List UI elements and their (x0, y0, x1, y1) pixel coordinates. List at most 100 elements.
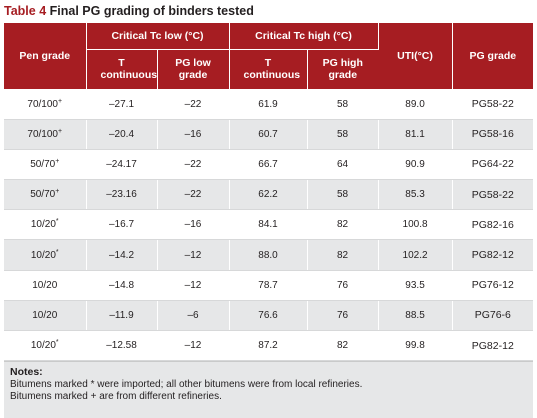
table-container: Table 4 Final PG grading of binders test… (4, 3, 534, 418)
uti-cell: 102.2 (378, 239, 453, 271)
t-continuous-low-cell: –24.17 (86, 149, 158, 181)
t-continuous-low-cell: –23.16 (86, 179, 158, 211)
table-row: 10/20* –14.2 –12 88.0 82 102.2 PG82-12 (4, 239, 534, 271)
uti-cell: 99.8 (378, 330, 453, 362)
pg-grade-cell: PG76-6 (452, 300, 534, 332)
pg-low-grade-cell: –12 (157, 239, 230, 271)
pg-high-grade-cell: 76 (307, 270, 379, 301)
caption-label: Table 4 (4, 4, 47, 18)
header-pen-grade: Pen grade (4, 23, 87, 90)
header-t-continuous-high: T continuous (229, 49, 308, 90)
pen-grade-value: 10/20 (30, 249, 56, 261)
pg-high-grade-cell: 58 (307, 179, 379, 211)
pg-grade-cell: PG82-16 (452, 209, 534, 241)
pg-low-grade-cell: –22 (157, 149, 230, 181)
t-continuous-low-cell: –20.4 (86, 119, 158, 150)
pen-grade-cell: 50/70+ (4, 179, 87, 211)
pen-grade-cell: 70/100+ (4, 119, 87, 150)
pen-grade-value: 10/20 (32, 279, 58, 291)
pen-grade-value: 70/100 (27, 128, 58, 140)
t-continuous-low-cell: –14.8 (86, 270, 158, 301)
pen-grade-cell: 10/20* (4, 209, 87, 241)
uti-cell: 85.3 (378, 179, 453, 211)
table-row: 10/20 –14.8 –12 78.7 76 93.5 PG76-12 (4, 270, 534, 301)
pg-high-grade-cell: 76 (307, 300, 379, 332)
source-mark: * (55, 218, 59, 226)
table-row: 10/20 –11.9 –6 76.6 76 88.5 PG76-6 (4, 300, 534, 332)
source-mark: + (58, 97, 63, 105)
pg-grade-cell: PG58-16 (452, 119, 534, 150)
pen-grade-value: 10/20 (30, 340, 56, 352)
t-continuous-high-cell: 62.2 (229, 179, 308, 211)
pg-high-grade-cell: 58 (307, 119, 379, 150)
table-row: 70/100+ –27.1 –22 61.9 58 89.0 PG58-22 (4, 89, 534, 120)
notes-title: Notes: (10, 366, 43, 379)
pg-high-grade-cell: 82 (307, 239, 379, 271)
t-continuous-low-cell: –16.7 (86, 209, 158, 241)
pen-grade-value: 10/20 (30, 219, 56, 231)
pg-high-grade-cell: 58 (307, 89, 379, 120)
pen-grade-cell: 10/20 (4, 270, 87, 301)
header-pg-high-grade: PG high grade (307, 49, 379, 90)
pg-low-grade-cell: –22 (157, 179, 230, 211)
pen-grade-cell: 10/20 (4, 300, 87, 332)
table-row: 50/70+ –23.16 –22 62.2 58 85.3 PG58-22 (4, 179, 534, 211)
t-continuous-high-cell: 78.7 (229, 270, 308, 301)
pen-grade-cell: 50/70+ (4, 149, 87, 181)
pen-grade-value: 10/20 (32, 309, 58, 321)
pg-low-grade-cell: –22 (157, 89, 230, 120)
pg-high-grade-cell: 82 (307, 209, 379, 241)
t-continuous-low-cell: –11.9 (86, 300, 158, 332)
notes-line-refineries: Bitumens marked + are from different ref… (10, 391, 222, 403)
notes-line-imported: Bitumens marked * were imported; all oth… (10, 378, 363, 390)
pen-grade-cell: 10/20* (4, 239, 87, 271)
source-mark: + (55, 188, 60, 196)
t-continuous-high-cell: 88.0 (229, 239, 308, 271)
pg-high-grade-cell: 64 (307, 149, 379, 181)
pen-grade-cell: 10/20* (4, 330, 87, 362)
table-caption: Table 4 Final PG grading of binders test… (4, 3, 533, 23)
t-continuous-low-cell: –14.2 (86, 239, 158, 271)
table-row: 10/20* –16.7 –16 84.1 82 100.8 PG82-16 (4, 209, 534, 241)
pg-low-grade-cell: –6 (157, 300, 230, 332)
t-continuous-high-cell: 66.7 (229, 149, 308, 181)
source-mark: * (55, 339, 59, 347)
pen-grade-cell: 70/100+ (4, 89, 87, 120)
t-continuous-high-cell: 84.1 (229, 209, 308, 241)
table-row: 10/20* –12.58 –12 87.2 82 99.8 PG82-12 (4, 330, 534, 362)
table-row: 50/70+ –24.17 –22 66.7 64 90.9 PG64-22 (4, 149, 534, 181)
table-body: 70/100+ –27.1 –22 61.9 58 89.0 PG58-22 70/100+ –… (4, 89, 534, 362)
uti-cell: 90.9 (378, 149, 453, 181)
source-mark: + (55, 157, 60, 165)
pen-grade-value: 70/100 (27, 98, 58, 110)
pg-grading-table: Pen grade Critical Tc low (°C) Critical … (4, 23, 534, 362)
header-uti: UTI(°C) (378, 23, 453, 90)
uti-cell: 89.0 (378, 89, 453, 120)
t-continuous-high-cell: 61.9 (229, 89, 308, 120)
pg-grade-cell: PG76-12 (452, 270, 534, 301)
pg-high-grade-cell: 82 (307, 330, 379, 362)
pg-low-grade-cell: –16 (157, 209, 230, 241)
uti-cell: 81.1 (378, 119, 453, 150)
t-continuous-high-cell: 76.6 (229, 300, 308, 332)
pg-low-grade-cell: –16 (157, 119, 230, 150)
header-pg-low-grade: PG low grade (157, 49, 230, 90)
source-mark: + (58, 127, 63, 135)
t-continuous-low-cell: –27.1 (86, 89, 158, 120)
t-continuous-high-cell: 87.2 (229, 330, 308, 362)
uti-cell: 88.5 (378, 300, 453, 332)
uti-cell: 100.8 (378, 209, 453, 241)
pg-grade-cell: PG82-12 (452, 330, 534, 362)
uti-cell: 93.5 (378, 270, 453, 301)
t-continuous-low-cell: –12.58 (86, 330, 158, 362)
table-notes: Notes: Bitumens marked * were imported; … (4, 361, 533, 418)
caption-title: Final PG grading of binders tested (49, 4, 254, 18)
header-tc-low: Critical Tc low (°C) (86, 23, 230, 50)
table-row: 70/100+ –20.4 –16 60.7 58 81.1 PG58-16 (4, 119, 534, 150)
pg-low-grade-cell: –12 (157, 270, 230, 301)
pg-grade-cell: PG58-22 (452, 179, 534, 211)
t-continuous-high-cell: 60.7 (229, 119, 308, 150)
source-mark: * (55, 248, 59, 256)
pg-grade-cell: PG58-22 (452, 89, 534, 120)
header-pg-grade: PG grade (452, 23, 534, 90)
